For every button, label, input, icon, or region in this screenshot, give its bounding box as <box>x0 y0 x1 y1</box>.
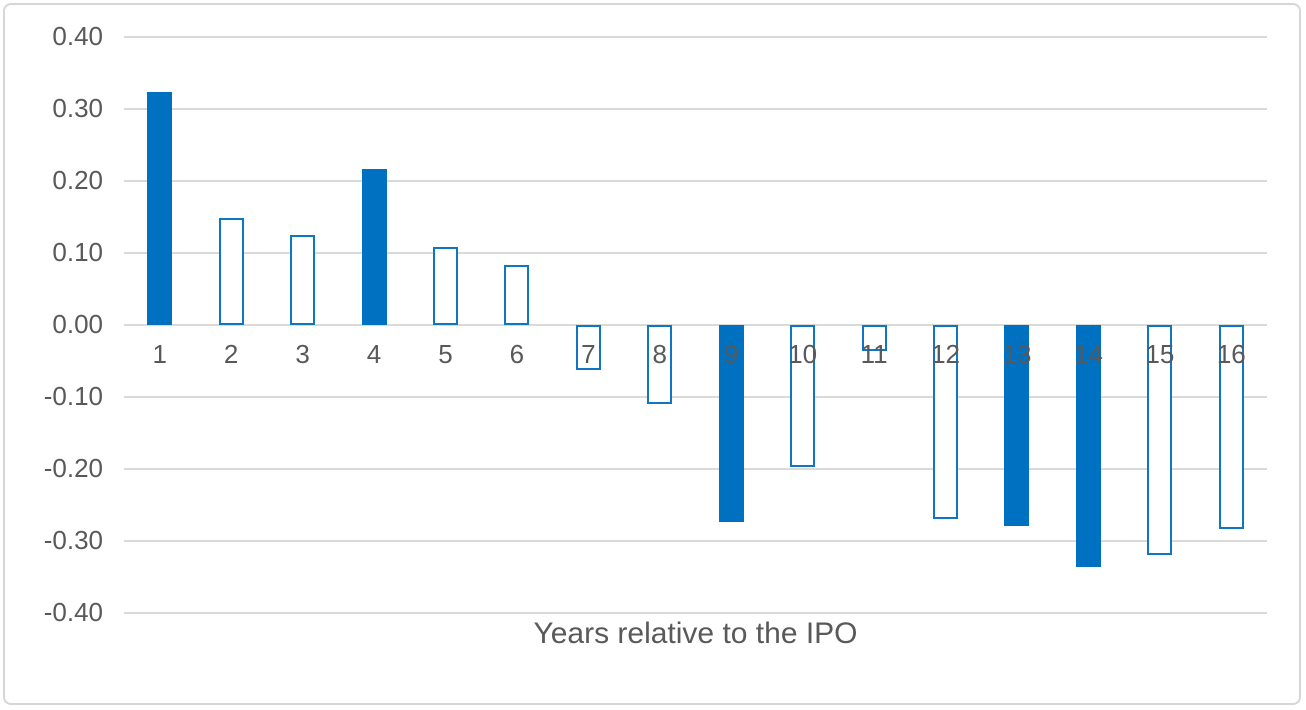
gridline <box>124 36 1267 38</box>
bar <box>147 91 173 325</box>
x-axis-tick-label: 1 <box>152 339 167 369</box>
x-axis-tick-label: 11 <box>860 339 888 369</box>
x-axis-tick-label: 13 <box>1002 339 1032 369</box>
bar <box>290 235 316 325</box>
gridline <box>124 252 1267 254</box>
y-axis-tick-label: 0.30 <box>52 93 103 123</box>
bar <box>790 325 816 467</box>
bar <box>504 265 530 325</box>
bar <box>218 218 244 325</box>
x-axis-tick-label: 14 <box>1073 339 1103 369</box>
x-axis-tick-label: 10 <box>788 339 818 369</box>
bar <box>1218 325 1244 530</box>
bar <box>1075 325 1101 567</box>
gridline <box>124 612 1267 614</box>
y-axis-tick-label: 0.10 <box>52 237 103 267</box>
x-axis-tick-label: 9 <box>723 339 739 369</box>
x-axis-tick-label: 6 <box>509 339 525 369</box>
bar <box>933 325 959 520</box>
x-axis-tick-label: 8 <box>652 339 668 369</box>
bar <box>361 168 387 325</box>
y-axis-tick-label: 0.20 <box>52 165 103 195</box>
y-axis-tick-label: -0.30 <box>43 525 103 555</box>
x-axis-tick-label: 16 <box>1216 339 1246 369</box>
bar <box>861 325 887 351</box>
gridline <box>124 540 1267 542</box>
gridline <box>124 180 1267 182</box>
plot-area: 0.40 0.30 0.20 0.10 0.00 -0.10 -0.20 -0.30 -0.40… <box>5 5 1299 703</box>
bar <box>1004 325 1030 526</box>
bar <box>647 325 673 405</box>
x-axis-title: Years relative to the IPO <box>533 617 858 650</box>
bar <box>432 247 458 325</box>
gridline <box>124 468 1267 470</box>
x-axis-tick-label: 5 <box>438 339 453 369</box>
bar <box>718 325 744 522</box>
x-axis-tick-label: 2 <box>223 339 239 369</box>
y-axis-tick-label: -0.20 <box>43 453 103 483</box>
bar-chart: 0.40 0.30 0.20 0.10 0.00 -0.10 -0.20 -0.30 -0.40… <box>3 3 1301 705</box>
bar <box>575 325 601 371</box>
gridline <box>124 396 1267 398</box>
y-axis-tick-label: -0.10 <box>43 381 103 411</box>
x-axis-tick-label: 3 <box>295 339 310 369</box>
gridline <box>124 108 1267 110</box>
x-axis-tick-label: 7 <box>581 339 596 369</box>
y-axis-tick-label: 0.00 <box>52 309 103 339</box>
gridline <box>124 324 1267 326</box>
y-axis-tick-label: -0.40 <box>43 597 103 627</box>
x-axis-tick-label: 4 <box>366 339 382 369</box>
x-axis-tick-label: 12 <box>931 339 960 369</box>
x-axis-tick-label: 15 <box>1145 339 1175 369</box>
bar <box>1147 325 1173 556</box>
y-axis-tick-label: 0.40 <box>52 21 103 51</box>
